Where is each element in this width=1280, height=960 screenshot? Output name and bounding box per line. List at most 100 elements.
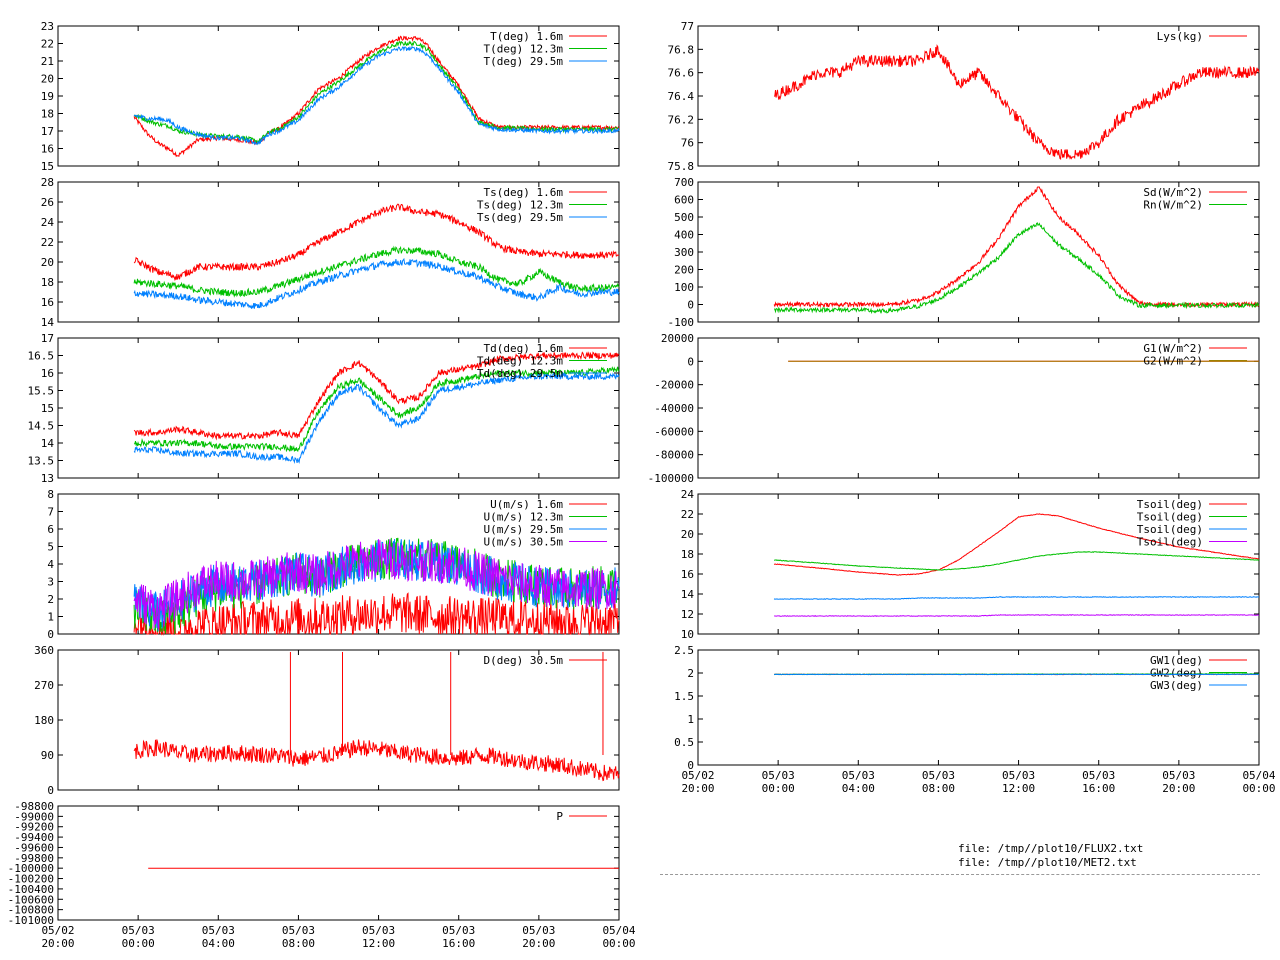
- y-tick-label: 13.5: [28, 455, 55, 468]
- series-line: [133, 371, 620, 464]
- legend-label: G2(W/m^2): [1143, 355, 1203, 368]
- chart-panel-4: 0 1 2 3 4 5 6 7 8 U(m/s) 1.6mU(m/s) 12.3mU(m/s) 2…: [47, 488, 620, 641]
- y-tick-label: 14: [41, 316, 55, 329]
- y-tick-label: -98800: [14, 800, 54, 813]
- y-tick-label: 0.5: [674, 736, 694, 749]
- legend-label: Rn(W/m^2): [1143, 199, 1203, 212]
- y-tick-label: 24: [681, 488, 695, 501]
- y-tick-label: 270: [34, 679, 54, 692]
- y-tick-label: 22: [681, 508, 694, 521]
- y-tick-label: 13: [41, 472, 54, 485]
- x-tick-time: 00:00: [1242, 782, 1275, 795]
- legend-label: G1(W/m^2): [1143, 342, 1203, 355]
- plot-frame: [57, 805, 620, 921]
- legend-label: Td(deg) 29.5m: [477, 367, 563, 380]
- y-tick-label: -100000: [8, 862, 54, 875]
- x-tick-date: 05/03: [282, 924, 315, 937]
- y-tick-label: 20: [681, 528, 694, 541]
- x-tick-date: 05/03: [1082, 769, 1115, 782]
- y-tick-label: 2: [687, 667, 694, 680]
- y-tick-label: 15.5: [28, 385, 55, 398]
- y-tick-label: 180: [34, 714, 54, 727]
- y-tick-label: 100: [674, 281, 694, 294]
- footer-file-met: file: /tmp//plot10/MET2.txt: [958, 856, 1137, 869]
- legend-label: Tsoil(deg): [1137, 523, 1203, 536]
- y-tick-label: 75.8: [668, 160, 695, 173]
- series-line: [773, 222, 1260, 315]
- y-tick-label: 20000: [661, 332, 694, 345]
- y-tick-label: 23: [41, 20, 54, 33]
- x-tick-date: 05/02: [41, 924, 74, 937]
- x-tick-date: 05/02: [681, 769, 714, 782]
- legend-label: Sd(W/m^2): [1143, 186, 1203, 199]
- y-tick-label: -100200: [8, 873, 54, 886]
- series-line: [773, 596, 1259, 600]
- legend-label: Ts(deg) 29.5m: [477, 211, 563, 224]
- plot-frame: [57, 181, 620, 323]
- y-tick-label: 10: [681, 628, 694, 641]
- y-tick-label: -100600: [8, 893, 54, 906]
- x-tick-time: 08:00: [282, 937, 315, 950]
- y-tick-label: 2.5: [674, 644, 694, 657]
- y-tick-label: 0: [687, 355, 694, 368]
- y-tick-label: 76.2: [668, 113, 695, 126]
- series-line: [133, 739, 620, 782]
- legend-label: U(m/s) 29.5m: [484, 523, 564, 536]
- y-tick-label: 1.5: [674, 690, 694, 703]
- y-tick-label: -99000: [14, 810, 54, 823]
- y-tick-label: 5: [47, 541, 54, 554]
- y-tick-label: 4: [47, 558, 54, 571]
- y-tick-label: 15: [41, 160, 54, 173]
- x-tick-time: 12:00: [1002, 782, 1035, 795]
- x-tick-date: 05/04: [1242, 769, 1275, 782]
- y-tick-label: 26: [41, 196, 54, 209]
- x-tick-date: 05/03: [762, 769, 795, 782]
- legend-label: Lys(kg): [1157, 30, 1203, 43]
- y-tick-label: 18: [41, 276, 54, 289]
- y-tick-label: 0: [47, 784, 54, 797]
- legend-label: U(m/s) 12.3m: [484, 511, 564, 524]
- y-tick-label: 18: [681, 548, 694, 561]
- series-line: [133, 351, 620, 441]
- y-tick-label: 17: [41, 332, 54, 345]
- x-tick-time: 16:00: [442, 937, 475, 950]
- x-tick-date: 05/03: [122, 924, 155, 937]
- y-tick-label: -100400: [8, 883, 54, 896]
- y-tick-label: 0: [47, 628, 54, 641]
- series-line: [133, 257, 620, 309]
- chart-panel-6: -101000-100800-100600-100400-100200-1000…: [8, 800, 636, 950]
- y-tick-label: 1: [47, 611, 54, 624]
- chart-panel-10: 1012141618202224Tsoil(deg)Tsoil(deg)Tsoi…: [681, 488, 1260, 641]
- y-tick-label: 20: [41, 256, 54, 269]
- y-tick-label: 0: [687, 299, 694, 312]
- y-tick-label: 18: [41, 108, 54, 121]
- y-tick-label: 8: [47, 488, 54, 501]
- x-tick-time: 20:00: [41, 937, 74, 950]
- y-tick-label: 21: [41, 55, 54, 68]
- y-tick-label: 76.4: [668, 90, 695, 103]
- y-tick-label: 28: [41, 176, 54, 189]
- legend-label: Tsoil(deg): [1137, 536, 1203, 549]
- series-line: [773, 44, 1260, 160]
- series-line: [133, 45, 620, 146]
- x-tick-time: 04:00: [842, 782, 875, 795]
- footer-divider: [660, 874, 1260, 875]
- legend-label: Ts(deg) 12.3m: [477, 199, 563, 212]
- y-tick-label: 19: [41, 90, 54, 103]
- legend-label: Ts(deg) 1.6m: [484, 186, 564, 199]
- y-tick-label: 90: [41, 749, 54, 762]
- y-tick-label: 24: [41, 216, 55, 229]
- y-tick-label: 14: [41, 437, 55, 450]
- x-tick-date: 05/03: [1002, 769, 1035, 782]
- y-tick-label: 22: [41, 236, 54, 249]
- legend-label: Tsoil(deg): [1137, 511, 1203, 524]
- legend-label: U(m/s) 30.5m: [484, 536, 564, 549]
- plot-frame: [697, 493, 1260, 635]
- y-tick-label: 12: [681, 608, 694, 621]
- x-tick-date: 05/03: [922, 769, 955, 782]
- legend-label: Tsoil(deg): [1137, 498, 1203, 511]
- legend-label: P: [556, 810, 563, 823]
- legend-label: D(deg) 30.5m: [484, 654, 564, 667]
